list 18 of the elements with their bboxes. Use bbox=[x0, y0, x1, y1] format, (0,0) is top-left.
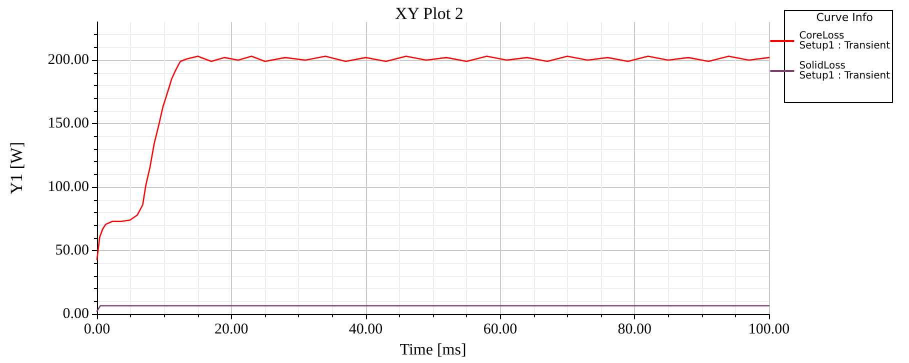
x-tick-label: 100.00 bbox=[748, 322, 790, 338]
y-tick-label: 50.00 bbox=[55, 242, 89, 259]
x-tick-label: 60.00 bbox=[483, 322, 518, 338]
line-series bbox=[96, 56, 770, 260]
x-tick-label: 20.00 bbox=[214, 322, 248, 338]
y-tick-label: 100.00 bbox=[48, 179, 89, 196]
legend-title: Curve Info bbox=[816, 11, 874, 24]
x-tick-label: 40.00 bbox=[348, 322, 383, 338]
y-tick-label: 150.00 bbox=[48, 116, 89, 132]
x-tick-label: 80.00 bbox=[618, 322, 652, 338]
chart-title: XY Plot 2 bbox=[395, 4, 464, 23]
x-tick-label: 0.00 bbox=[84, 322, 110, 338]
y-tick-label: 0.00 bbox=[62, 306, 89, 322]
legend-label: CoreLoss Setup1 : Transient bbox=[799, 30, 890, 52]
y-tick-label: 200.00 bbox=[48, 52, 89, 68]
x-axis-title: Time [ms] bbox=[400, 342, 466, 358]
y-axis-title: Y1 [W] bbox=[7, 142, 26, 194]
legend-label: SolidLoss Setup1 : Transient bbox=[799, 60, 890, 82]
